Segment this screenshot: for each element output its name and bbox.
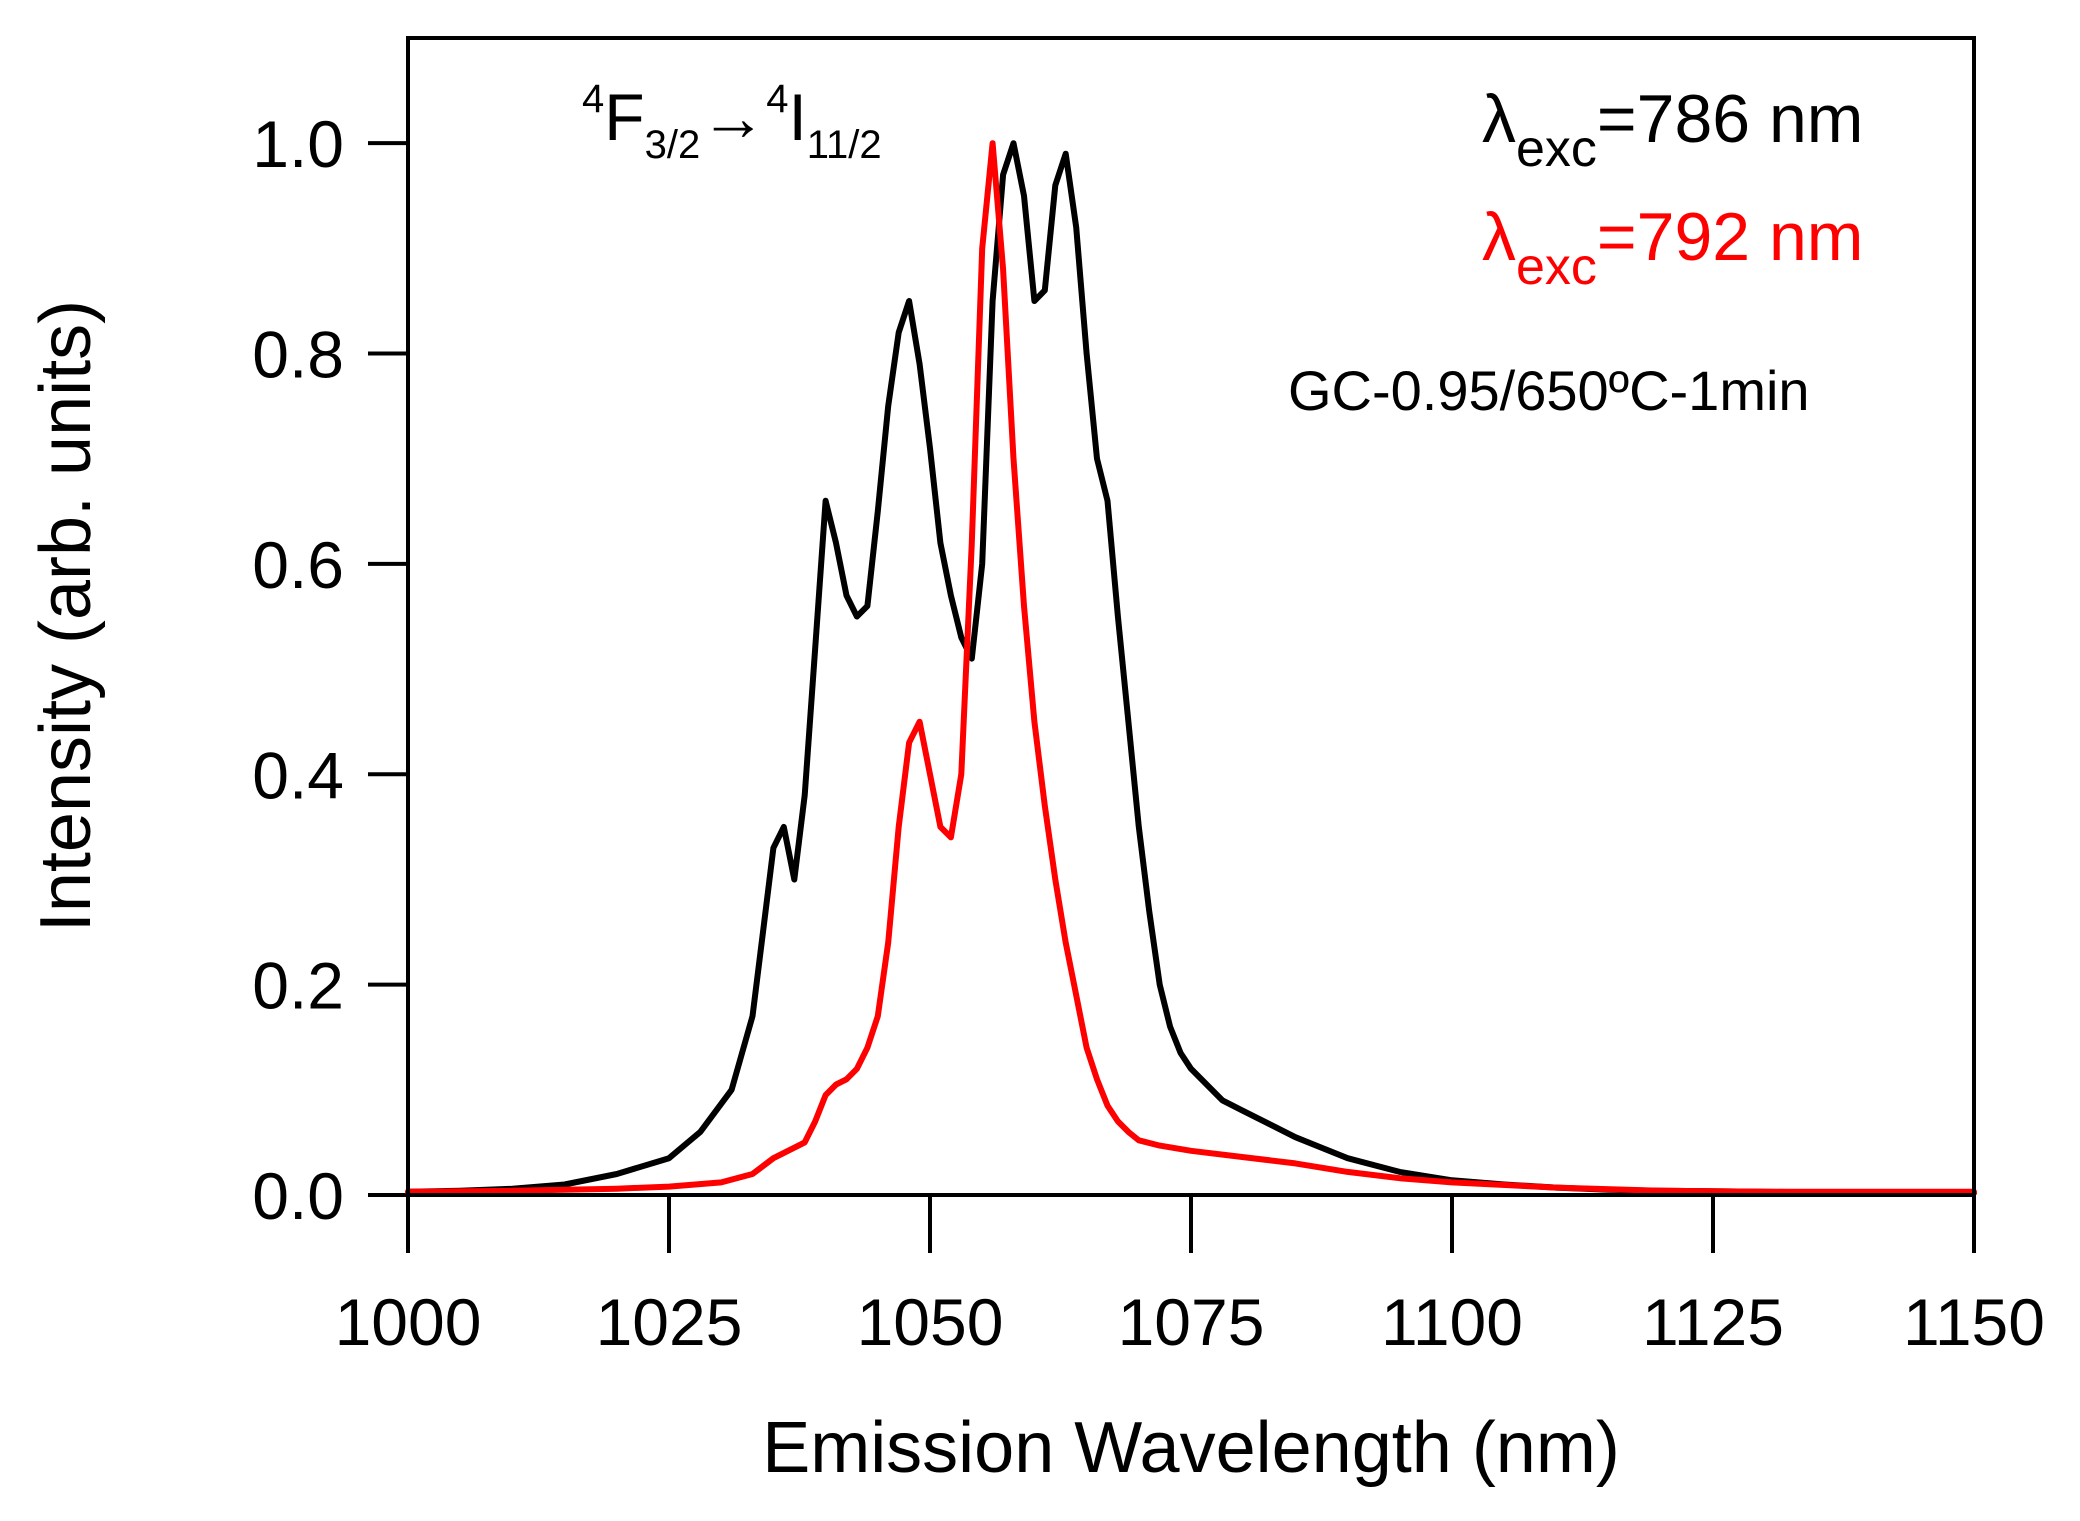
y-tick-label: 0.4 <box>252 738 344 812</box>
legend-792-sub: exc <box>1516 238 1597 296</box>
transition-lower-base: I <box>788 80 806 154</box>
series-layer <box>405 140 1977 1196</box>
transition-label: 4F3/2→4I11/2 <box>582 77 882 167</box>
transition-upper-sup: 4 <box>582 77 604 121</box>
legend-786-symbol: λ <box>1482 81 1516 157</box>
transition-lower-sub: 11/2 <box>807 123 882 167</box>
transition-upper-base: F <box>604 80 644 154</box>
legend-792-symbol: λ <box>1482 199 1516 275</box>
legend-786-value: =786 nm <box>1597 81 1864 157</box>
transition-lower-sup: 4 <box>766 77 788 121</box>
legend-entry-792: λexc=792 nm <box>1482 199 1863 296</box>
y-axis-title: Intensity (arb. units) <box>26 300 106 932</box>
series-line-792nm <box>405 140 1977 1195</box>
y-tick-label: 0.0 <box>252 1159 344 1233</box>
legend-786-sub: exc <box>1516 120 1597 178</box>
plot-frame <box>406 36 1976 1197</box>
y-tick-label: 0.2 <box>252 949 344 1023</box>
y-tick-label: 1.0 <box>252 107 344 181</box>
series-line-786nm <box>405 140 1977 1196</box>
x-axis-title: Emission Wavelength (nm) <box>762 1408 1620 1488</box>
x-tick-label: 1100 <box>1381 1285 1523 1359</box>
x-tick-label: 1000 <box>335 1285 482 1359</box>
y-tick-label: 0.6 <box>252 528 344 602</box>
transition-upper-sub: 3/2 <box>645 123 701 167</box>
x-tick-label: 1125 <box>1642 1285 1784 1359</box>
legend-entry-786: λexc=786 nm <box>1482 81 1863 178</box>
x-tick-label: 1075 <box>1118 1285 1265 1359</box>
sample-label: GC-0.95/650ºC-1min <box>1288 359 1810 422</box>
axes-layer: 1000 1025 1050 1075 1100 1125 1150 0.0 0.2 0.4 0.6… <box>252 107 2045 1359</box>
legend-792-value: =792 nm <box>1597 199 1864 275</box>
x-tick-label: 1025 <box>596 1285 743 1359</box>
x-tick-label: 1150 <box>1903 1285 2045 1359</box>
transition-arrow: → <box>700 80 766 154</box>
x-tick-label: 1050 <box>857 1285 1004 1359</box>
y-tick-label: 0.8 <box>252 318 344 392</box>
